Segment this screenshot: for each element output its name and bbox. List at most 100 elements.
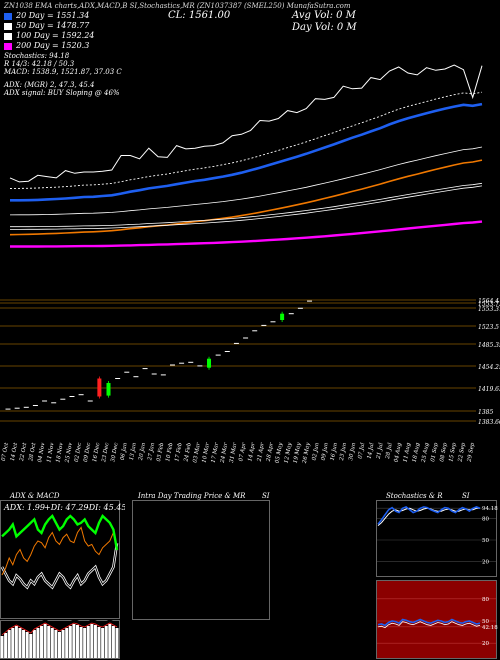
date-axis-label: 11 Nov — [46, 441, 56, 463]
macd-histogram-bar — [32, 630, 36, 658]
date-axis-label: 24 Mar — [220, 442, 230, 464]
legend-swatch — [4, 12, 12, 20]
candle-body — [207, 358, 212, 368]
adx-signal-readout: ADX signal: BUY Sloping @ 46% — [4, 89, 120, 97]
price-level-label: 1385 — [478, 409, 493, 416]
price-level-label: 1383.66 — [478, 419, 500, 426]
rsi-readout: R 14/3: 42.18 / 50.3 — [4, 60, 75, 68]
legend-entry: 20 Day = 1551.34 — [4, 11, 94, 21]
stoch-tick-label: 80 — [482, 516, 489, 522]
ema-100-band-lower — [10, 185, 483, 230]
date-axis-label: 24 Feb — [183, 442, 192, 463]
macd-readout: MACD: 1538.9, 1521.87, 37.03 C — [4, 68, 122, 76]
date-axis-label: 13 Jan — [129, 442, 138, 461]
price-level-label: 1419.63 — [478, 386, 500, 393]
legend-label: 100 Day = 1592.24 — [16, 31, 95, 40]
rsi-tick-label: 20 — [482, 641, 489, 647]
date-axis-label: 26 May — [302, 441, 312, 464]
di-plus-line — [1, 514, 119, 551]
date-axis-label: 19 May — [293, 441, 303, 463]
macd-histogram-bar — [83, 628, 87, 658]
date-axis-label: 17 Feb — [174, 442, 183, 462]
legend-swatch — [4, 22, 12, 30]
macd-histogram-bar — [101, 628, 105, 658]
date-axis-label: 27 Jan — [147, 442, 156, 462]
candle-body — [97, 378, 102, 397]
date-axis-label: 12 May — [284, 441, 294, 463]
legend-entry: 200 Day = 1520.3 — [4, 41, 94, 51]
legend-entry: 100 Day = 1592.24 — [4, 31, 94, 41]
legend-swatch — [4, 32, 12, 40]
adx-readout: ADX: (MGR) 2, 47.3, 45.4 — [4, 81, 95, 89]
adx-macd-panel-title: ADX & MACD — [10, 492, 60, 500]
stoch-rsi-panel-suffix: SI — [462, 492, 470, 500]
date-axis-label: 16 Dec — [92, 442, 101, 462]
stoch-k-line — [377, 505, 481, 525]
date-axis-label: 18 Aug — [412, 442, 421, 463]
macd-signal-line — [1, 622, 118, 636]
date-axis-label: 17 Mar — [211, 442, 220, 463]
date-axis-label: 30 Jun — [348, 442, 357, 461]
date-axis-label: 07 Oct — [1, 442, 10, 462]
date-axis-label: 30 Dec — [110, 442, 119, 462]
macd-histogram-bar — [4, 633, 8, 658]
date-axis-label: 07 Jul — [358, 442, 367, 459]
date-axis-label: 08 Sep — [439, 442, 448, 463]
date-axis-label: 20 Jan — [138, 442, 147, 462]
date-axis-label: 09 Dec — [83, 442, 92, 462]
date-axis-label: 11 Aug — [403, 442, 412, 463]
date-axis-label: 16 Jun — [330, 442, 339, 461]
intraday-panel-title: Intra Day Trading Price & MR — [138, 492, 246, 500]
stoch-tick-label: 50 — [482, 538, 489, 544]
mrsi-line — [377, 621, 481, 629]
di-minus-line — [1, 543, 118, 589]
date-axis-label: 28 Jul — [385, 442, 394, 460]
date-axis-label: 23 Dec — [101, 442, 110, 463]
date-axis-label: 02 Dec — [74, 442, 83, 462]
stoch-tick-label: 20 — [482, 560, 489, 566]
price-line — [9, 64, 483, 183]
date-axis-label: 04 Aug — [394, 442, 403, 463]
macd-histogram-bar — [68, 626, 72, 658]
ema-200-line — [10, 220, 483, 248]
date-axis-label: 28 Oct — [28, 442, 37, 463]
legend-entry: 50 Day = 1478.77 — [4, 21, 94, 31]
legend-label: 200 Day = 1520.3 — [16, 41, 90, 50]
date-axis-label: 23 Jun — [339, 442, 348, 462]
date-axis-label: 10 Mar — [202, 442, 211, 463]
macd-histogram-bar — [36, 628, 40, 658]
day-volume-label: Day Vol: 0 M — [292, 22, 357, 33]
legend-swatch — [4, 42, 12, 50]
price-level-label: 1564.4 — [478, 298, 499, 305]
macd-histogram-bar — [40, 626, 44, 658]
macd-histogram-bar — [111, 626, 115, 658]
macd-histogram-bar — [79, 627, 83, 658]
price-level-label: 1553.31 — [478, 306, 500, 313]
adx-macd-panel: ADX: 1.99 +DI: 47.29 -DI: 45.45 — [0, 500, 125, 659]
rsi-tick-label: 80 — [482, 597, 489, 603]
price-level-label: 1485.35 — [478, 342, 500, 349]
macd-histogram-bar — [47, 626, 51, 658]
date-axis-label: 22 Sep — [457, 442, 467, 463]
legend-label: 20 Day = 1551.34 — [16, 11, 90, 20]
date-axis-label: 28 Apr — [266, 442, 275, 463]
stoch-tick-label: 94.18 — [482, 506, 498, 512]
date-axis-label: 01 Sep — [430, 442, 439, 463]
date-axis-label: 07 Apr — [238, 442, 247, 462]
ema-legend: 20 Day = 1551.34 50 Day = 1478.77 100 Day … — [4, 11, 94, 51]
macd-line — [1, 619, 118, 633]
header-top-line: ZN1038 EMA charts,ADX,MACD,B SI,Stochast… — [4, 2, 351, 10]
macd-histogram-bar — [25, 632, 29, 658]
intraday-panel-suffix: SI — [262, 492, 270, 500]
intraday-panel — [132, 500, 270, 620]
date-axis-label: 04 Nov — [37, 441, 47, 463]
macd-histogram-bar — [93, 625, 97, 658]
macd-histogram-bar — [75, 625, 79, 658]
macd-histogram-bar — [108, 624, 112, 658]
macd-histogram-bar — [115, 628, 119, 658]
macd-histogram-bar — [58, 632, 61, 658]
legend-label: 50 Day = 1478.77 — [16, 21, 90, 30]
stochastics-readout: Stochastics: 94.18 — [4, 52, 70, 60]
macd-histogram-bar — [43, 624, 47, 658]
date-axis-label: 03 Feb — [156, 442, 165, 462]
